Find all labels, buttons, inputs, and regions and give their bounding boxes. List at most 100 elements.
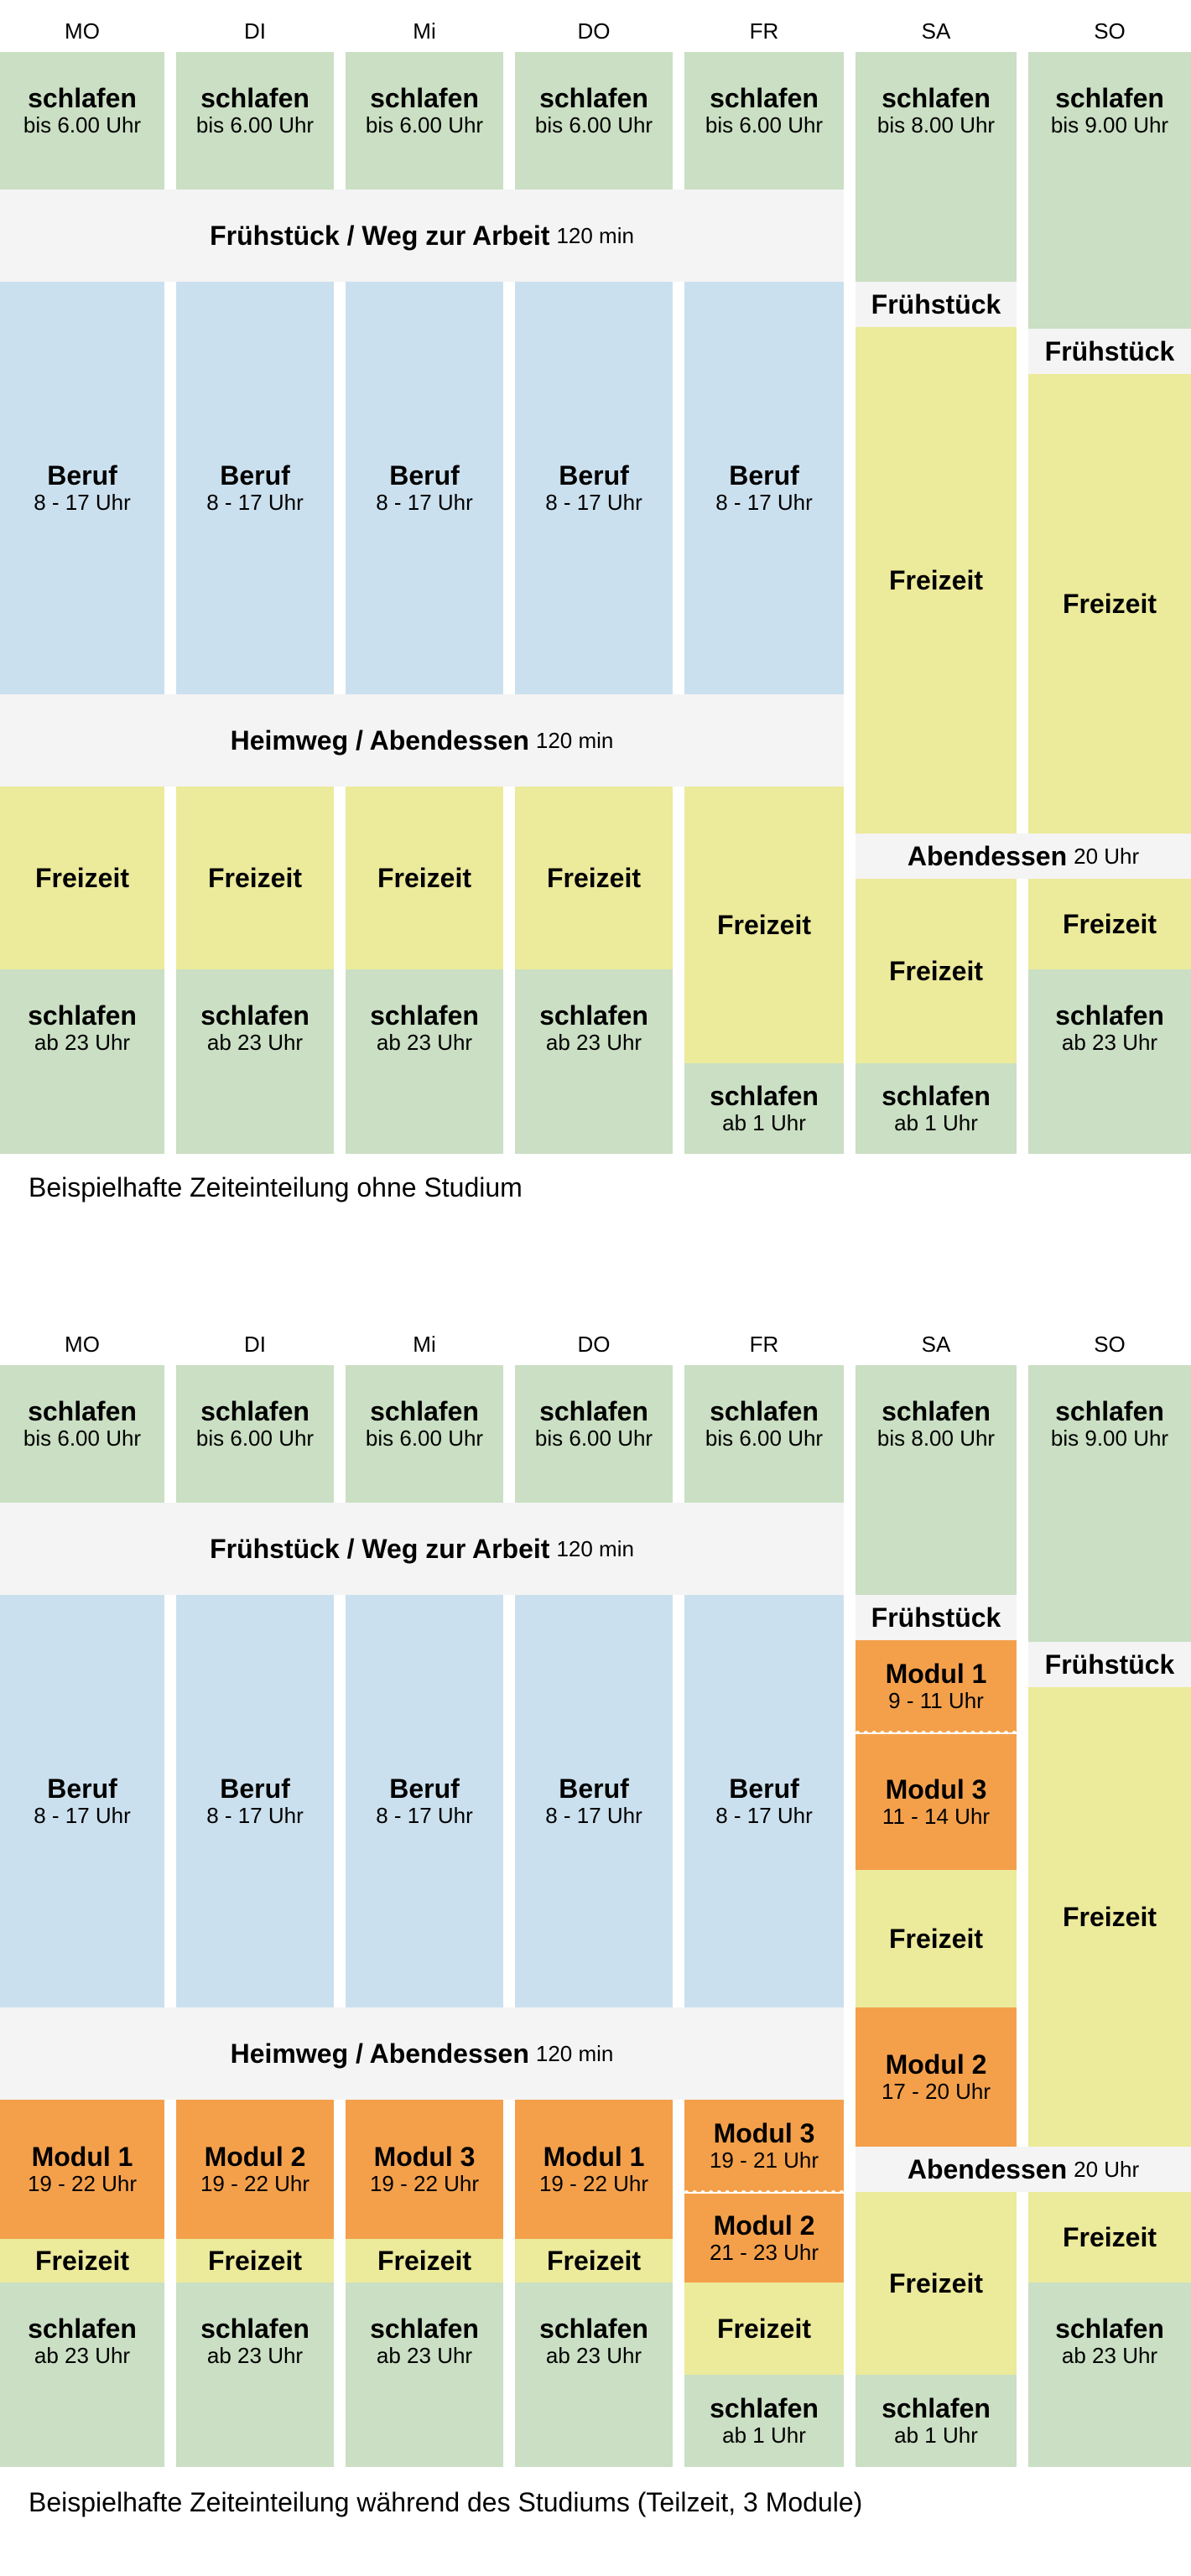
free-block-so: Freizeit — [1028, 1687, 1191, 2147]
block-label: schlafen — [370, 2314, 479, 2344]
block-label: 11 - 14 Uhr — [882, 1804, 991, 1829]
block-label: Beruf — [729, 460, 799, 491]
block-label: 8 - 17 Uhr — [715, 490, 813, 515]
night-sleep-fr: schlafen ab 1 Uhr — [684, 1063, 844, 1154]
work-block-fr: Beruf 8 - 17 Uhr — [684, 282, 844, 694]
day-header-do: DO — [577, 1332, 611, 1357]
block-label: bis 6.00 Uhr — [365, 112, 484, 138]
breakfast-band-sa: Frühstück — [856, 1595, 1017, 1640]
block-label: 20 Uhr — [1074, 844, 1140, 869]
sleep-block-sa: schlafen bis 8.00 Uhr — [856, 1365, 1017, 1595]
module-divider-sa — [856, 1731, 1017, 1735]
evening-free-mo: Freizeit — [0, 787, 164, 969]
commute-dinner-band: Heimweg / Abendessen 120 min — [0, 694, 844, 787]
night-sleep-so: schlafen ab 23 Uhr — [1028, 2283, 1191, 2467]
block-label: 19 - 22 Uhr — [27, 2171, 138, 2196]
block-label: Freizeit — [377, 863, 472, 893]
block-label: Modul 3 — [885, 1774, 987, 1805]
block-label: Modul 2 — [204, 2142, 306, 2172]
block-label: Freizeit — [546, 863, 642, 893]
block-label: schlafen — [882, 1396, 991, 1426]
block-label: schlafen — [28, 2314, 137, 2344]
breakfast-band-sa: Frühstück — [856, 282, 1017, 327]
block-label: Freizeit — [34, 863, 130, 893]
block-label: Freizeit — [207, 863, 303, 893]
block-label: 17 - 20 Uhr — [881, 2079, 991, 2104]
day-header-fr: FR — [749, 1332, 779, 1357]
module1-block-mo: Modul 1 19 - 22 Uhr — [0, 2100, 164, 2239]
evening-free-sa: Freizeit — [856, 879, 1017, 1063]
block-label: schlafen — [1055, 1000, 1164, 1031]
night-sleep-so: schlafen ab 23 Uhr — [1028, 969, 1191, 1154]
block-label: Frühstück / Weg zur Arbeit — [210, 221, 550, 251]
work-block-di: Beruf 8 - 17 Uhr — [176, 1595, 334, 2007]
sleep-block-fr: schlafen bis 6.00 Uhr — [684, 52, 844, 190]
block-label: 8 - 17 Uhr — [206, 490, 304, 515]
block-label: Frühstück — [871, 289, 1001, 319]
block-label: Modul 1 — [885, 1659, 987, 1689]
block-label: Heimweg / Abendessen — [230, 2038, 529, 2069]
block-label: Beruf — [559, 1774, 629, 1804]
breakfast-band-so: Frühstück — [1028, 1642, 1191, 1687]
block-label: 120 min — [535, 2041, 614, 2066]
module3-block-sa: Modul 3 11 - 14 Uhr — [856, 1734, 1017, 1870]
day-header-do: DO — [577, 18, 611, 44]
block-label: Beruf — [220, 1774, 290, 1804]
block-label: 19 - 22 Uhr — [369, 2171, 480, 2196]
block-label: Freizeit — [34, 2246, 130, 2276]
block-label: Modul 1 — [31, 2142, 133, 2172]
work-block-do: Beruf 8 - 17 Uhr — [515, 282, 673, 694]
block-label: schlafen — [882, 1081, 991, 1111]
block-label: schlafen — [882, 83, 991, 113]
block-label: ab 23 Uhr — [545, 1030, 642, 1055]
block-label: bis 6.00 Uhr — [23, 1426, 142, 1451]
block-label: 8 - 17 Uhr — [206, 1803, 304, 1828]
module1-block-do: Modul 1 19 - 22 Uhr — [515, 2100, 673, 2239]
night-sleep-mo: schlafen ab 23 Uhr — [0, 969, 164, 1154]
block-label: Abendessen — [907, 841, 1068, 871]
sleep-block-do: schlafen bis 6.00 Uhr — [515, 52, 673, 190]
sleep-block-do: schlafen bis 6.00 Uhr — [515, 1365, 673, 1503]
block-label: 19 - 21 Uhr — [709, 2148, 819, 2173]
block-label: schlafen — [28, 83, 137, 113]
block-label: Freizeit — [888, 956, 984, 986]
dinner-band-weekend: Abendessen 20 Uhr — [856, 2147, 1191, 2192]
block-label: schlafen — [370, 1000, 479, 1031]
night-sleep-sa: schlafen ab 1 Uhr — [856, 1063, 1017, 1154]
work-block-mo: Beruf 8 - 17 Uhr — [0, 282, 164, 694]
night-sleep-di: schlafen ab 23 Uhr — [176, 969, 334, 1154]
block-label: bis 6.00 Uhr — [534, 112, 653, 138]
block-label: 21 - 23 Uhr — [709, 2240, 819, 2265]
block-label: Frühstück — [1044, 336, 1175, 366]
work-block-do: Beruf 8 - 17 Uhr — [515, 1595, 673, 2007]
caption-during-study: Beispielhafte Zeiteinteilung während des… — [29, 2487, 863, 2517]
block-label: 20 Uhr — [1074, 2157, 1140, 2182]
block-label: ab 23 Uhr — [1061, 1030, 1158, 1055]
block-label: bis 8.00 Uhr — [876, 1426, 996, 1451]
evening-free-di: Freizeit — [176, 787, 334, 969]
block-label: schlafen — [200, 2314, 309, 2344]
commute-dinner-band: Heimweg / Abendessen 120 min — [0, 2007, 844, 2100]
block-label: 8 - 17 Uhr — [34, 1803, 131, 1828]
block-label: Frühstück / Weg zur Arbeit — [210, 1534, 550, 1564]
night-sleep-di: schlafen ab 23 Uhr — [176, 2283, 334, 2467]
block-label: Beruf — [729, 1774, 799, 1804]
block-label: schlafen — [28, 1396, 137, 1426]
block-label: Modul 3 — [373, 2142, 476, 2172]
block-label: schlafen — [539, 83, 648, 113]
evening-free-sa: Freizeit — [856, 2192, 1017, 2375]
block-label: Freizeit — [716, 2314, 812, 2344]
dinner-band-weekend: Abendessen 20 Uhr — [856, 834, 1191, 879]
evening-free-mi: Freizeit — [346, 787, 503, 969]
block-label: 8 - 17 Uhr — [34, 490, 131, 515]
day-header-sa: SA — [921, 1332, 951, 1357]
block-label: 120 min — [535, 728, 614, 753]
free-block-sa: Freizeit — [856, 327, 1017, 834]
block-label: bis 6.00 Uhr — [195, 112, 315, 138]
block-label: Frühstück — [871, 1602, 1001, 1633]
day-header-mo: MO — [65, 18, 100, 44]
block-label: schlafen — [539, 1396, 648, 1426]
block-label: Freizeit — [1062, 1902, 1157, 1932]
block-label: Freizeit — [207, 2246, 303, 2276]
work-block-mi: Beruf 8 - 17 Uhr — [346, 1595, 503, 2007]
